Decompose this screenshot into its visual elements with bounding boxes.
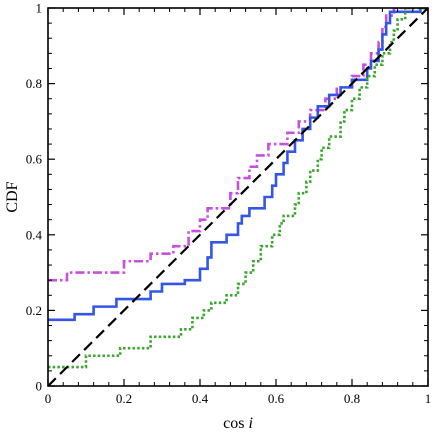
series-line-dotted (48, 8, 428, 369)
series-layer (48, 8, 428, 386)
y-tick-label: 0 (36, 379, 43, 394)
y-tick-label: 0.6 (26, 152, 43, 167)
x-tick-label: 1 (425, 391, 432, 406)
plot-frame (47, 7, 429, 387)
x-tick-label: 0.2 (116, 391, 132, 406)
y-tick-label: 0.2 (26, 303, 42, 318)
x-tick-label: 0.6 (268, 391, 285, 406)
x-tick-label: 0.4 (192, 391, 209, 406)
y-tick-label: 0.8 (26, 76, 42, 91)
y-tick-label: 1 (36, 1, 43, 16)
x-axis-label-italic: i (248, 415, 252, 432)
series-line-dashed (48, 8, 428, 386)
series-line-dash-dot (48, 8, 428, 282)
series-line-solid (48, 8, 428, 322)
x-axis-title: cos i (223, 415, 253, 432)
x-axis-label: cos (223, 415, 244, 432)
y-axis-label: CDF (4, 181, 21, 212)
x-tick-label: 0.8 (344, 391, 360, 406)
tick-layer: 00 0.2 0.2 0.4 0.4 0.6 0.6 0.8 0.8 1 1 (26, 1, 432, 407)
y-tick-label: 0.4 (26, 227, 43, 242)
x-tick-label: 0 (45, 391, 52, 406)
